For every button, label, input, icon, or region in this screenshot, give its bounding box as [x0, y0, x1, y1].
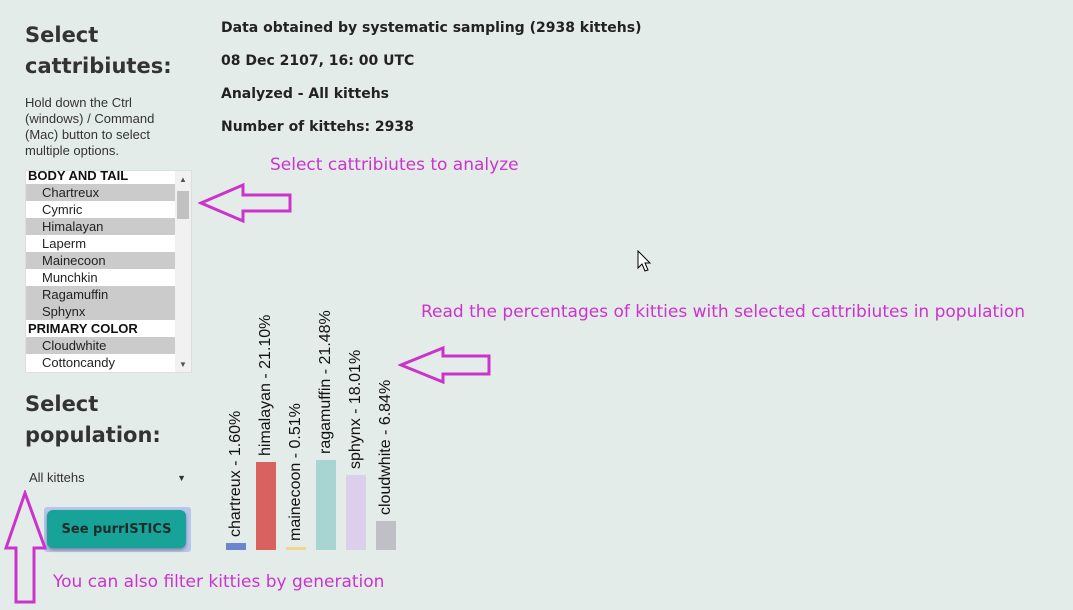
select-population-heading: Select population: — [25, 389, 205, 451]
bar-ragamuffin — [316, 460, 336, 550]
up-arrow-icon — [3, 490, 49, 605]
submit-button-focus-ring: See purrISTICS — [44, 507, 191, 552]
listbox-option[interactable]: Laperm — [26, 235, 175, 252]
listbox-option[interactable]: Chartreux — [26, 184, 175, 201]
listbox-group-label: BODY AND TAIL — [26, 170, 175, 184]
listbox-group-label: PRIMARY COLOR — [26, 320, 175, 337]
chevron-down-icon: ▼ — [177, 466, 186, 490]
see-purristics-button[interactable]: See purrISTICS — [47, 510, 186, 548]
sampling-info: Data obtained by systematic sampling (29… — [221, 20, 642, 36]
bar-label-ragamuffin: ragamuffin - 21.48% — [316, 310, 336, 454]
left-arrow-icon — [398, 345, 494, 385]
select-cattributes-heading: Select cattribiutes: — [25, 20, 205, 82]
bar-chartreux — [226, 543, 246, 550]
bar-mainecoon — [286, 547, 306, 550]
kitteh-count: Number of kittehs: 2938 — [221, 119, 414, 135]
help-text: Hold down the Ctrl (windows) / Command (… — [25, 95, 185, 159]
bar-label-himalayan: himalayan - 21.10% — [256, 314, 276, 455]
bar-label-mainecoon: mainecoon - 0.51% — [286, 403, 306, 541]
bar-label-sphynx: sphynx - 18.01% — [346, 349, 366, 468]
left-arrow-icon — [198, 182, 294, 224]
bar-label-cloudwhite: cloudwhite - 6.84% — [376, 380, 396, 515]
mouse-cursor-icon — [637, 250, 653, 274]
listbox-scrollbar[interactable]: ▲ ▼ — [175, 171, 191, 372]
population-select[interactable]: All kittehs ▼ — [25, 466, 190, 490]
listbox-option[interactable]: Munchkin — [26, 269, 175, 286]
listbox-option[interactable]: Himalayan — [26, 218, 175, 235]
cattributes-listbox[interactable]: BODY AND TAIL Chartreux Cymric Himalayan Lap… — [25, 170, 192, 373]
listbox-option[interactable]: Cloudwhite — [26, 337, 175, 354]
bar-sphynx — [346, 475, 366, 550]
listbox-option[interactable]: Ragamuffin — [26, 286, 175, 303]
scroll-thumb[interactable] — [177, 191, 189, 219]
listbox-option[interactable]: Cymric — [26, 201, 175, 218]
population-select-value: All kittehs — [29, 466, 85, 490]
scroll-up-arrow-icon[interactable]: ▲ — [175, 173, 191, 187]
bar-cloudwhite — [376, 521, 396, 550]
listbox-option[interactable]: Cottoncandy — [26, 354, 175, 371]
analyzed-population: Analyzed - All kittehs — [221, 86, 389, 102]
listbox-items: BODY AND TAIL Chartreux Cymric Himalayan Lap… — [26, 171, 175, 371]
listbox-option[interactable]: Sphynx — [26, 303, 175, 320]
bar-himalayan — [256, 462, 276, 550]
listbox-option[interactable]: Mainecoon — [26, 252, 175, 269]
bar-label-chartreux: chartreux - 1.60% — [226, 411, 246, 537]
annotation-read: Read the percentages of kitties with sel… — [421, 302, 1025, 322]
annotation-select: Select cattribiutes to analyze — [270, 155, 519, 175]
annotation-filter: You can also filter kitties by generatio… — [53, 572, 384, 592]
scroll-down-arrow-icon[interactable]: ▼ — [175, 358, 191, 372]
timestamp: 08 Dec 2107, 16: 00 UTC — [221, 53, 414, 69]
